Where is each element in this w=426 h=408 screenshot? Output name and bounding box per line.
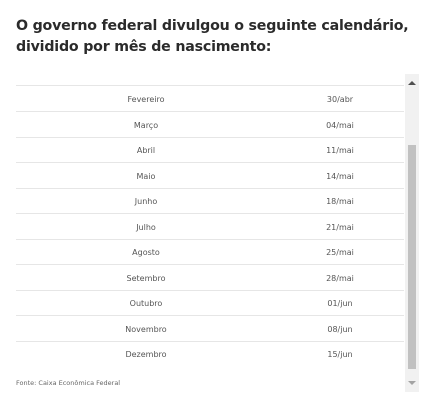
table-row-partial: ˙ — [16, 74, 404, 86]
scrollbar-thumb[interactable] — [408, 145, 416, 369]
month-cell: Abril — [136, 146, 156, 155]
month-cell: Outubro — [129, 299, 163, 308]
table-row: Setembro 28/mai — [16, 265, 404, 291]
table-row: Dezembro 15/jun — [16, 341, 404, 367]
table-row: Outubro 01/jun — [16, 290, 404, 316]
month-cell: Fevereiro — [127, 95, 165, 104]
article-heading: O governo federal divulgou o seguinte ca… — [16, 18, 409, 55]
date-cell: 15/jun — [327, 350, 353, 359]
partial-row-text: ˙ — [144, 74, 148, 79]
calendar-table: ˙ Fevereiro 30/abr Março 04/mai Abril 11… — [16, 74, 404, 375]
date-cell: 30/abr — [326, 95, 354, 104]
date-cell: 08/jun — [327, 325, 353, 334]
month-cell: Novembro — [125, 325, 167, 334]
date-cell: 21/mai — [326, 223, 354, 232]
month-cell: Julho — [136, 223, 156, 232]
date-cell: 01/jun — [327, 299, 353, 308]
table-row: Fevereiro 30/abr — [16, 86, 404, 112]
date-cell: 11/mai — [326, 146, 354, 155]
source-caption: Fonte: Caixa Econômica Federal — [16, 379, 121, 387]
month-cell: Maio — [136, 172, 156, 181]
calendar-table-container[interactable]: ˙ Fevereiro 30/abr Março 04/mai Abril 11… — [16, 74, 419, 392]
table-row: Junho 18/mai — [16, 188, 404, 214]
scroll-up-icon[interactable] — [405, 76, 419, 90]
month-cell: Dezembro — [125, 350, 167, 359]
table-row: Julho 21/mai — [16, 214, 404, 240]
table-row: Abril 11/mai — [16, 137, 404, 163]
date-cell: 28/mai — [326, 274, 354, 283]
scroll-down-icon[interactable] — [405, 376, 419, 390]
date-cell: 04/mai — [326, 121, 354, 130]
table-row: Novembro 08/jun — [16, 316, 404, 342]
date-cell: 25/mai — [326, 248, 354, 257]
month-cell: Junho — [134, 197, 158, 206]
month-cell: Agosto — [132, 248, 160, 257]
month-cell: Setembro — [126, 274, 166, 283]
date-cell: 18/mai — [326, 197, 354, 206]
table-row: Março 04/mai — [16, 112, 404, 138]
vertical-scrollbar[interactable] — [405, 74, 419, 392]
table-row: Agosto 25/mai — [16, 239, 404, 265]
date-cell: 14/mai — [326, 172, 354, 181]
table-row: Maio 14/mai — [16, 163, 404, 189]
month-cell: Março — [133, 121, 159, 130]
